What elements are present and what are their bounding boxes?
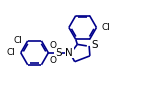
Text: O: O: [49, 41, 56, 50]
Text: S: S: [91, 40, 98, 50]
Text: N: N: [65, 48, 73, 58]
Text: O: O: [49, 56, 56, 65]
Text: Cl: Cl: [13, 36, 22, 45]
Text: S: S: [55, 48, 62, 58]
Text: Cl: Cl: [6, 48, 15, 57]
Text: Cl: Cl: [102, 23, 111, 32]
